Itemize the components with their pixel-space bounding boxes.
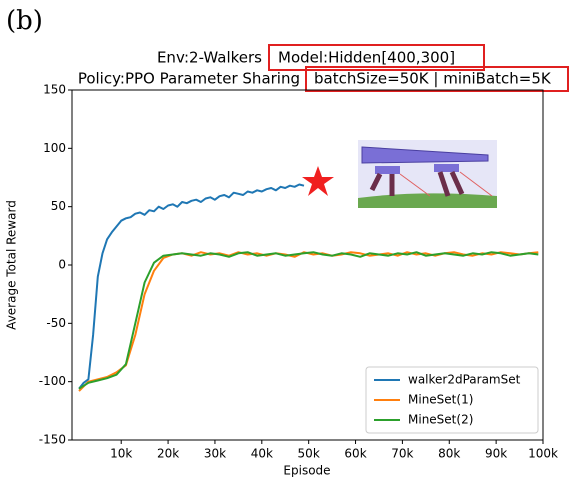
x-tick-label: 20k <box>157 447 179 461</box>
y-tick-label: -100 <box>39 374 66 388</box>
y-tick-label: -150 <box>39 433 66 447</box>
legend-label: walker2dParamSet <box>408 373 521 387</box>
chart-title: Env:2-Walkers <box>157 49 262 67</box>
x-tick-label: 10k <box>110 447 132 461</box>
x-tick-label: 50k <box>298 447 320 461</box>
y-tick-label: 0 <box>58 258 66 272</box>
x-tick-label: 70k <box>391 447 413 461</box>
y-axis-label: Average Total Reward <box>5 200 19 330</box>
y-tick-label: 150 <box>43 83 66 97</box>
chart-subtitle: Policy:PPO Parameter Sharing <box>78 70 300 88</box>
y-tick-label: 50 <box>51 199 66 213</box>
chart-title: Model:Hidden[400,300] <box>278 49 455 67</box>
x-axis-label: Episode <box>283 464 330 478</box>
x-tick-label: 30k <box>204 447 226 461</box>
star <box>302 166 334 196</box>
legend-box <box>365 366 539 434</box>
chart-subtitle: batchSize=50K | miniBatch=5K <box>314 70 552 88</box>
inset-image <box>358 140 497 208</box>
x-tick-label: 40k <box>251 447 273 461</box>
legend-label: MineSet(2) <box>408 413 473 427</box>
x-tick-label: 100k <box>528 447 558 461</box>
x-tick-label: 60k <box>344 447 366 461</box>
series-line <box>78 183 305 390</box>
y-tick-label: 100 <box>43 141 66 155</box>
panel-label: (b) <box>6 6 43 36</box>
highlight-box <box>268 44 485 71</box>
x-tick-label: 80k <box>438 447 460 461</box>
legend-label: MineSet(1) <box>408 393 473 407</box>
highlight-box <box>305 66 569 92</box>
y-tick-label: -50 <box>46 316 66 330</box>
series-line <box>78 251 539 390</box>
x-tick-label: 90k <box>485 447 507 461</box>
